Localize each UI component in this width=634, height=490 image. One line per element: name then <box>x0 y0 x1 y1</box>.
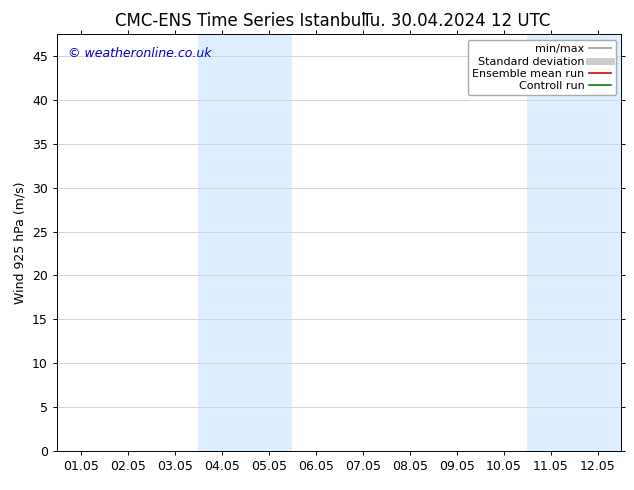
Y-axis label: Wind 925 hPa (m/s): Wind 925 hPa (m/s) <box>13 181 27 304</box>
Text: CMC-ENS Time Series Istanbul: CMC-ENS Time Series Istanbul <box>115 12 366 30</box>
Text: © weatheronline.co.uk: © weatheronline.co.uk <box>68 47 212 60</box>
Bar <box>527 34 621 451</box>
Text: Tu. 30.04.2024 12 UTC: Tu. 30.04.2024 12 UTC <box>362 12 551 30</box>
Legend: min/max, Standard deviation, Ensemble mean run, Controll run: min/max, Standard deviation, Ensemble me… <box>468 40 616 96</box>
Bar <box>198 34 292 451</box>
